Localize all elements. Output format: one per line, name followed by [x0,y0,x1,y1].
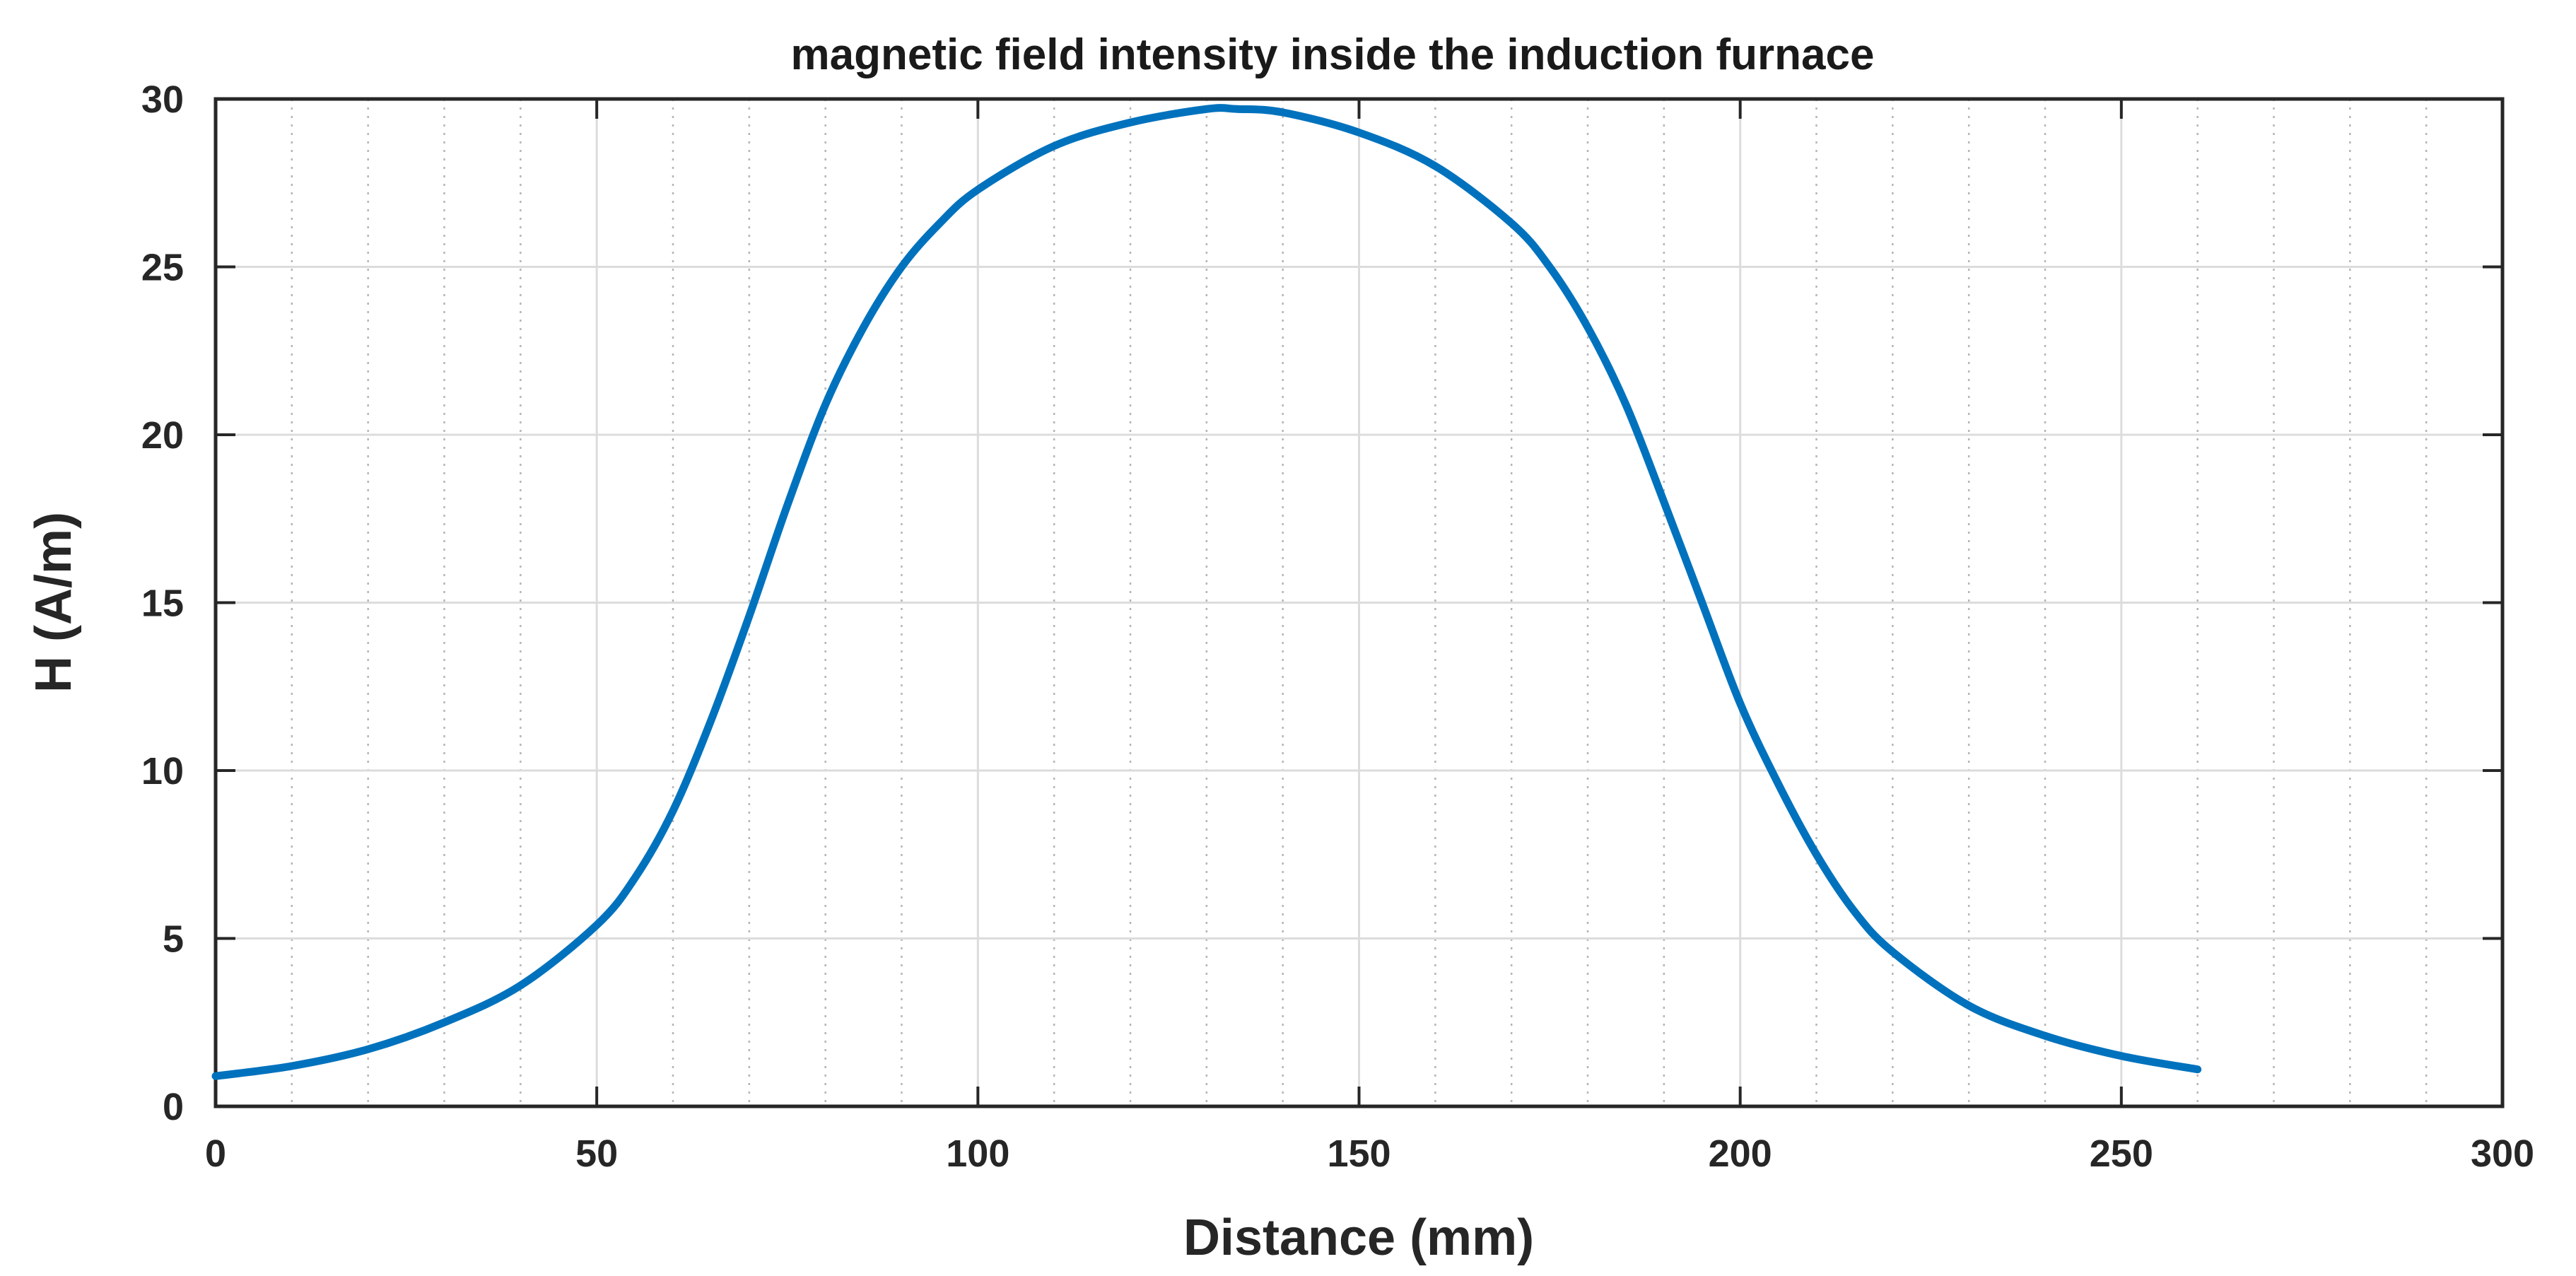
chart-title: magnetic field intensity inside the indu… [791,30,1875,79]
x-axis-label: Distance (mm) [1183,1210,1534,1266]
ticks [214,98,2504,1108]
x-tick-label: 50 [575,1132,618,1175]
y-tick-label: 20 [141,414,184,457]
y-axis-tick-labels: 0 5 10 15 20 25 30 [141,78,184,1128]
series [211,104,2202,1080]
x-tick-label: 250 [2090,1132,2153,1175]
x-tick-label: 0 [205,1132,226,1175]
y-tick-label: 0 [163,1086,184,1128]
y-axis-label: H (A/m) [25,512,82,693]
x-axis-tick-labels: 0 50 100 150 200 250 300 [205,1132,2534,1175]
y-tick-label: 30 [141,78,184,121]
x-tick-label: 300 [2471,1132,2534,1175]
y-tick-label: 10 [141,750,184,792]
series-line [211,104,2202,1080]
x-tick-label: 200 [1709,1132,1772,1175]
x-tick-label: 100 [946,1132,1009,1175]
y-tick-label: 5 [163,918,184,961]
x-tick-label: 150 [1327,1132,1391,1175]
y-tick-label: 15 [141,583,184,625]
grid [216,99,2502,1106]
y-tick-label: 25 [141,247,184,289]
